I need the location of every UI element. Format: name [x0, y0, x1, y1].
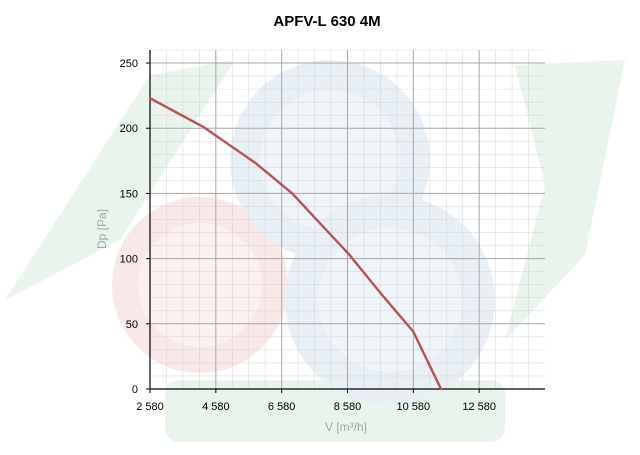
fan-curve-line	[148, 96, 443, 391]
watermark-leaf-right	[505, 60, 625, 340]
axes	[146, 50, 545, 393]
watermark-fan-red-inner	[138, 223, 262, 347]
y-tick-label: 200	[120, 123, 138, 135]
y-tick-label: 100	[120, 254, 138, 266]
y-tick-label: 50	[126, 319, 138, 331]
x-tick-label: 12 580	[462, 401, 496, 413]
x-axis-label: V [m³/h]	[325, 420, 367, 434]
y-tick-label: 250	[120, 58, 138, 70]
watermark-leaf-left	[5, 60, 235, 300]
chart-title: APFV-L 630 4M	[273, 13, 380, 30]
y-tick-label: 150	[120, 188, 138, 200]
series-layer	[148, 96, 443, 391]
x-tick-label: 6 580	[268, 401, 296, 413]
y-tick-label: 0	[132, 384, 138, 396]
x-tick-label: 10 580	[397, 401, 431, 413]
x-tick-label: 4 580	[202, 401, 230, 413]
watermark-fan-blue-bottom-inner	[318, 228, 462, 372]
grid	[150, 49, 545, 389]
watermark-logo	[5, 60, 625, 442]
tick-labels: 2 580 4 580 6 580 8 580 10 580 12 580 0 50 100 15…	[120, 58, 496, 413]
x-tick-label: 2 580	[136, 401, 164, 413]
y-axis-label: Dp [Pa]	[95, 209, 109, 249]
x-tick-label: 8 580	[334, 401, 362, 413]
